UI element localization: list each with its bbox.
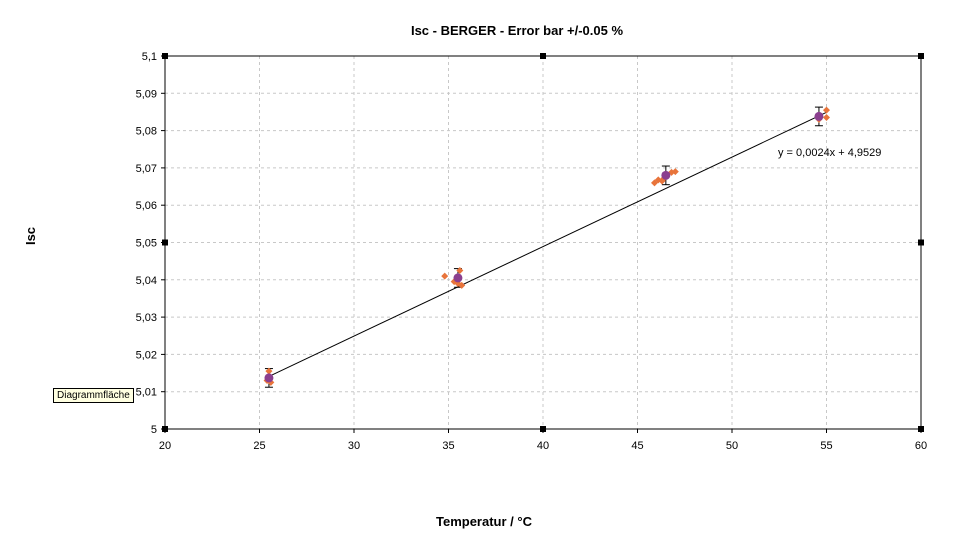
y-tick-label: 5,03 <box>136 312 157 324</box>
y-tick-label: 5,04 <box>136 275 157 287</box>
selection-handle[interactable] <box>918 53 924 59</box>
y-tick-label: 5,09 <box>136 88 157 100</box>
axis-ticks <box>161 55 922 433</box>
trendline <box>268 111 827 377</box>
y-tick-label: 5,01 <box>136 387 157 399</box>
x-tick-label: 35 <box>442 440 454 452</box>
grid-lines <box>165 56 921 429</box>
diamond-point <box>441 272 449 280</box>
axis-tick-labels: 20 25 30 35 40 45 50 55 60 5 5,01 5,02 5,03 5,04 5,05 5… <box>136 51 928 452</box>
y-tick-label: 5,05 <box>136 238 157 250</box>
mean-point <box>661 170 671 180</box>
x-tick-label: 20 <box>159 440 171 452</box>
mean-point <box>264 373 274 383</box>
diamond-point <box>456 266 464 274</box>
mean-point <box>453 273 463 283</box>
x-tick-label: 45 <box>631 440 643 452</box>
y-tick-label: 5 <box>151 424 157 436</box>
diamond-point <box>265 367 273 375</box>
x-tick-label: 55 <box>820 440 832 452</box>
x-tick-label: 40 <box>537 440 549 452</box>
x-tick-label: 60 <box>915 440 927 452</box>
selection-handle[interactable] <box>918 239 924 246</box>
x-axis-label: Temperatur / °C <box>436 514 533 529</box>
x-tick-label: 30 <box>348 440 360 452</box>
chart-title: Isc - BERGER - Error bar +/-0.05 % <box>411 23 623 38</box>
y-tick-label: 5,1 <box>142 51 157 63</box>
selection-handle[interactable] <box>540 53 546 59</box>
mean-point <box>814 111 824 121</box>
x-tick-label: 25 <box>253 440 265 452</box>
y-tick-label: 5,07 <box>136 163 157 175</box>
y-tick-label: 5,06 <box>136 200 157 212</box>
diamond-point <box>671 168 679 176</box>
trendline-equation: y = 0,0024x + 4,9529 <box>778 147 881 159</box>
diamond-point <box>458 281 466 289</box>
tooltip: Diagrammfläche <box>53 388 134 403</box>
error-bars <box>264 106 823 388</box>
trendline-path <box>268 111 827 377</box>
y-tick-label: 5,02 <box>136 349 157 361</box>
diamond-point <box>823 114 830 122</box>
y-tick-label: 5,08 <box>136 126 157 138</box>
diamond-point <box>823 106 830 114</box>
y-axis-label: Isc <box>23 227 38 245</box>
x-tick-label: 50 <box>726 440 738 452</box>
data-points <box>263 106 830 386</box>
